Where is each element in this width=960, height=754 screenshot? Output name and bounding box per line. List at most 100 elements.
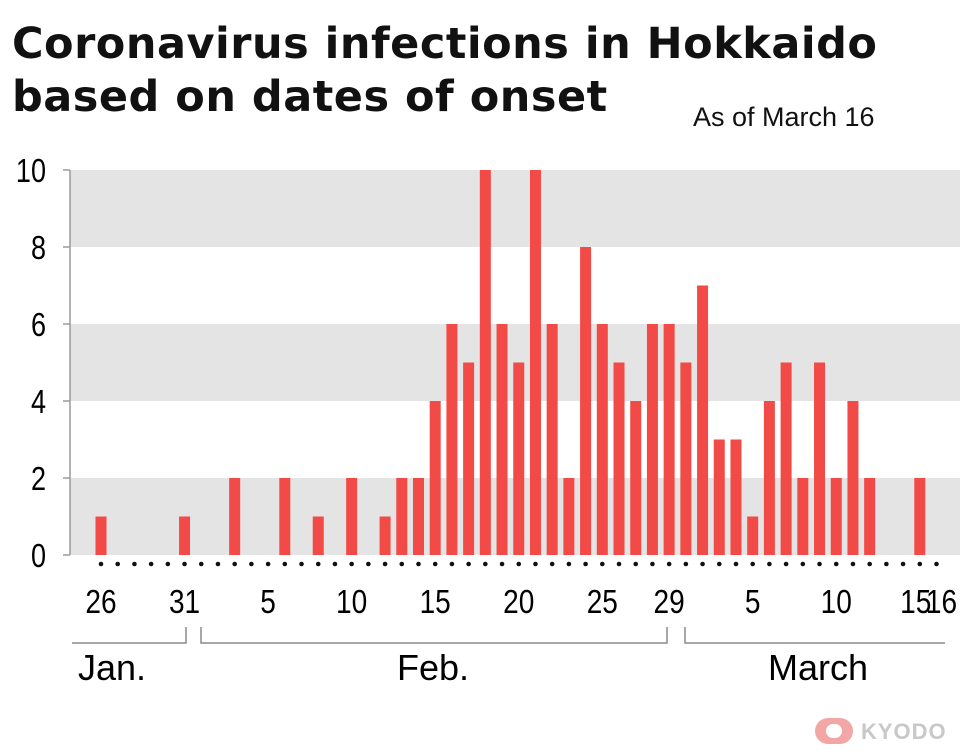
x-tick-label: 5 bbox=[745, 584, 761, 621]
bar-feb-17 bbox=[463, 362, 475, 555]
bar-feb-12 bbox=[379, 516, 391, 555]
bar-mar-6 bbox=[763, 401, 775, 555]
bar-mar-10 bbox=[830, 478, 842, 555]
x-axis-dot bbox=[733, 561, 739, 567]
bar-feb-10 bbox=[346, 478, 358, 555]
month-label: Feb. bbox=[397, 647, 469, 688]
y-axis: 0 2 4 6 8 10 bbox=[16, 154, 71, 575]
chart-title-line-2: based on dates of onset bbox=[12, 72, 608, 122]
x-axis-dot bbox=[917, 561, 923, 567]
bar-feb-22 bbox=[546, 324, 558, 555]
x-axis-dot bbox=[466, 561, 471, 567]
x-tick-label: 10 bbox=[821, 584, 852, 621]
y-tick-label: 10 bbox=[16, 154, 46, 190]
x-axis-dot bbox=[616, 561, 622, 567]
bar-mar-5 bbox=[747, 516, 759, 555]
bar-feb-3 bbox=[229, 478, 241, 555]
x-axis-dot bbox=[449, 561, 455, 567]
x-axis-dot bbox=[115, 561, 121, 567]
x-axis-dot bbox=[934, 561, 939, 567]
x-axis-dot bbox=[900, 561, 906, 567]
bar-feb-27 bbox=[630, 401, 642, 555]
chart-title-line-1: Coronavirus infections in Hokkaido bbox=[12, 19, 878, 69]
bar-feb-28 bbox=[646, 324, 658, 555]
x-axis-dot bbox=[416, 561, 421, 567]
bar-feb-29 bbox=[663, 324, 675, 555]
x-axis-dot bbox=[516, 561, 522, 567]
x-tick-label: 5 bbox=[260, 584, 276, 621]
x-axis-dot bbox=[265, 561, 271, 567]
x-axis-dot bbox=[817, 561, 822, 567]
x-axis-dot bbox=[549, 561, 555, 567]
x-axis-dot bbox=[800, 561, 806, 567]
x-axis-dot bbox=[382, 561, 388, 567]
month-label: Jan. bbox=[78, 647, 146, 688]
x-tick-label: 26 bbox=[85, 584, 116, 621]
x-axis-dot bbox=[716, 561, 722, 567]
bar-feb-16 bbox=[446, 324, 458, 555]
bar-feb-13 bbox=[396, 478, 408, 555]
x-axis-dot bbox=[399, 561, 405, 567]
logo-text: KYODO bbox=[861, 719, 947, 744]
x-tick-label: 31 bbox=[169, 584, 200, 621]
x-axis-dot bbox=[215, 561, 221, 567]
x-axis-dot bbox=[767, 561, 772, 567]
bar-mar-2 bbox=[697, 285, 709, 555]
bar-jan-26 bbox=[95, 516, 107, 555]
x-axis-dot bbox=[783, 561, 789, 567]
bar-mar-3 bbox=[713, 439, 725, 555]
y-tick-label: 8 bbox=[31, 231, 46, 267]
x-axis-dot bbox=[884, 561, 889, 567]
x-axis-dot bbox=[483, 561, 488, 567]
x-axis-dot bbox=[700, 561, 705, 567]
x-axis-dot bbox=[750, 561, 755, 567]
bars bbox=[95, 170, 926, 555]
bar-feb-23 bbox=[563, 478, 575, 555]
bar-feb-8 bbox=[312, 516, 324, 555]
x-axis-dot bbox=[850, 561, 856, 567]
x-tick-label: 20 bbox=[503, 584, 534, 621]
x-axis-dot bbox=[683, 561, 689, 567]
x-axis-dot bbox=[833, 561, 839, 567]
bar-mar-11 bbox=[847, 401, 859, 555]
bar-feb-24 bbox=[580, 247, 592, 555]
y-tick-label: 4 bbox=[31, 385, 46, 421]
x-axis-dot bbox=[583, 561, 588, 567]
bar-feb-14 bbox=[412, 478, 424, 555]
x-axis-dot bbox=[366, 561, 371, 567]
x-axis-dot bbox=[232, 561, 237, 567]
bar-mar-9 bbox=[814, 362, 826, 555]
bar-mar-12 bbox=[864, 478, 876, 555]
bar-mar-7 bbox=[780, 362, 792, 555]
x-axis-dot bbox=[198, 561, 204, 567]
x-axis-dot bbox=[600, 561, 605, 567]
bar-feb-15 bbox=[429, 401, 441, 555]
x-axis-dot bbox=[499, 561, 505, 567]
x-axis-dot bbox=[148, 561, 154, 567]
x-axis-dot bbox=[867, 561, 872, 567]
y-tick-label: 2 bbox=[31, 462, 46, 498]
x-axis-dot bbox=[650, 561, 655, 567]
x-axis-dot bbox=[282, 561, 288, 567]
bar-mar-1 bbox=[680, 362, 692, 555]
month-bracket bbox=[72, 627, 187, 644]
x-axis-dot bbox=[349, 561, 354, 567]
x-axis-dot bbox=[332, 561, 338, 567]
bar-jan-31 bbox=[179, 516, 191, 555]
chart-subtitle: As of March 16 bbox=[693, 102, 875, 132]
bar-feb-26 bbox=[613, 362, 625, 555]
x-tick-label: 29 bbox=[654, 584, 685, 621]
x-axis-dot bbox=[299, 561, 304, 567]
bar-mar-15 bbox=[914, 478, 926, 555]
logo-mark-icon bbox=[815, 718, 853, 744]
chart-title: Coronavirus infections in Hokkaido based… bbox=[12, 18, 952, 124]
x-tick-label: 10 bbox=[336, 584, 367, 621]
x-tick-label: 25 bbox=[587, 584, 618, 621]
bar-mar-4 bbox=[730, 439, 742, 555]
x-tick-label: 15 bbox=[420, 584, 451, 621]
x-axis-dot bbox=[432, 561, 438, 567]
bar-feb-20 bbox=[513, 362, 525, 555]
bar-feb-25 bbox=[596, 324, 608, 555]
